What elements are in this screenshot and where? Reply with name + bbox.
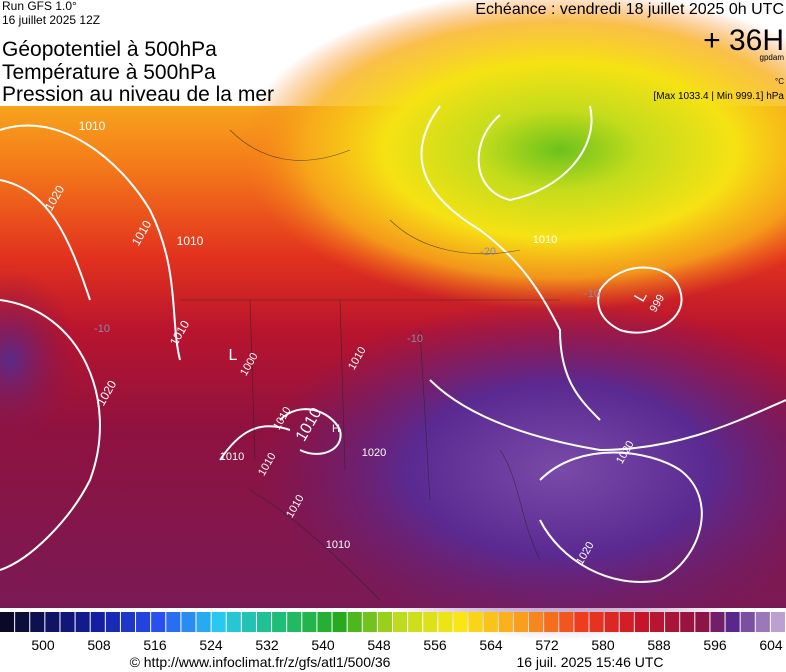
color-swatch <box>302 612 317 632</box>
color-swatch <box>393 612 408 632</box>
color-bar-label: 588 <box>647 637 671 653</box>
color-swatch <box>423 612 438 632</box>
color-swatch <box>75 612 90 632</box>
title-line: Géopotentiel à 500hPa <box>2 38 217 61</box>
title-line: Pression au niveau de la mer <box>2 83 274 106</box>
color-swatch <box>619 612 634 632</box>
color-bar-label: 524 <box>199 637 223 653</box>
color-swatch <box>0 612 15 632</box>
color-swatch <box>105 612 120 632</box>
isobar-label: -10 <box>94 323 110 335</box>
color-swatch <box>755 612 770 632</box>
title-line: Température à 500hPa <box>2 61 216 84</box>
color-swatch <box>377 612 392 632</box>
color-bar-label: 508 <box>87 637 111 653</box>
color-bar-label: 572 <box>535 637 559 653</box>
isobar-label: 1020 <box>362 447 386 459</box>
isobar-label: L <box>229 347 238 364</box>
color-bar-label: 516 <box>143 637 167 653</box>
color-swatch <box>332 612 347 632</box>
color-bar-label: 540 <box>311 637 335 653</box>
lead-time: + 36H <box>703 24 784 57</box>
color-swatch <box>151 612 166 632</box>
color-swatch <box>256 612 272 632</box>
valid-time: Echéance : vendredi 18 juillet 2025 0h U… <box>475 1 784 18</box>
color-swatch <box>649 612 665 632</box>
color-swatch <box>665 612 680 632</box>
color-bar-label: 604 <box>759 637 783 653</box>
color-bar-label: 548 <box>367 637 391 653</box>
color-swatch <box>181 612 196 632</box>
color-swatch <box>30 612 45 632</box>
isobar-label: 1010 <box>326 539 350 551</box>
color-swatch <box>634 612 649 632</box>
isobar-label: 1010 <box>220 451 244 463</box>
color-swatch <box>211 612 226 632</box>
isobar-label: -10 <box>407 333 423 345</box>
color-swatch <box>120 612 136 632</box>
timestamp: 16 juil. 2025 15:46 UTC <box>516 654 663 670</box>
header: Run GFS 1.0° 16 juillet 2025 12Z Echéanc… <box>2 0 784 106</box>
color-swatch <box>453 612 468 632</box>
color-bar-label: 580 <box>591 637 615 653</box>
color-swatch <box>136 612 151 632</box>
color-bar-label: 500 <box>31 637 55 653</box>
color-swatch <box>604 612 619 632</box>
credit: © http://www.infoclimat.fr/z/gfs/atl1/50… <box>130 654 391 670</box>
color-swatch <box>483 612 498 632</box>
run-date: 16 juillet 2025 12Z <box>2 13 100 27</box>
pressure-range: [Max 1033.4 | Min 999.1] hPa <box>654 91 785 102</box>
color-swatch <box>498 612 513 632</box>
color-swatch <box>725 612 740 632</box>
color-bar: 500 508 516 524 532 540 548 556 564 572 580 588 596 6… <box>0 612 785 653</box>
map-area <box>0 0 786 640</box>
unit-gpdam: gpdam <box>760 53 785 62</box>
isobar-label: 1010 <box>533 234 557 246</box>
color-swatch <box>529 612 544 632</box>
color-swatch <box>226 612 241 632</box>
color-swatch <box>15 612 30 632</box>
color-swatch <box>362 612 377 632</box>
color-swatch <box>196 612 211 632</box>
color-swatch <box>695 612 710 632</box>
color-bar-label: 556 <box>423 637 447 653</box>
color-swatch <box>513 612 529 632</box>
color-bar-label: 564 <box>479 637 503 653</box>
color-swatch <box>317 612 332 632</box>
color-swatch <box>241 612 256 632</box>
color-swatch <box>90 612 105 632</box>
color-bar-label: 532 <box>255 637 279 653</box>
color-swatch <box>710 612 725 632</box>
color-swatch <box>468 612 483 632</box>
color-swatch <box>574 612 589 632</box>
color-swatch <box>408 612 423 632</box>
color-swatch <box>438 612 453 632</box>
color-swatch <box>166 612 181 632</box>
color-swatch <box>589 612 604 632</box>
color-swatch <box>770 612 785 632</box>
unit-celsius: °C <box>775 77 784 86</box>
isobar-label: 1010 <box>79 119 106 133</box>
isobar-label: 1010 <box>177 234 204 248</box>
isobar-label: -20 <box>480 246 496 258</box>
color-swatch <box>680 612 695 632</box>
color-bar-label: 596 <box>703 637 727 653</box>
color-swatch <box>544 612 559 632</box>
isobar-label: H <box>332 423 340 435</box>
color-swatch <box>347 612 362 632</box>
color-swatch <box>559 612 574 632</box>
run-label: Run GFS 1.0° <box>2 0 77 13</box>
color-swatch <box>740 612 755 632</box>
color-swatch <box>287 612 302 632</box>
color-swatch <box>272 612 287 632</box>
color-swatch <box>60 612 75 632</box>
isobar-label: -10 <box>584 288 600 300</box>
color-swatch <box>45 612 60 632</box>
